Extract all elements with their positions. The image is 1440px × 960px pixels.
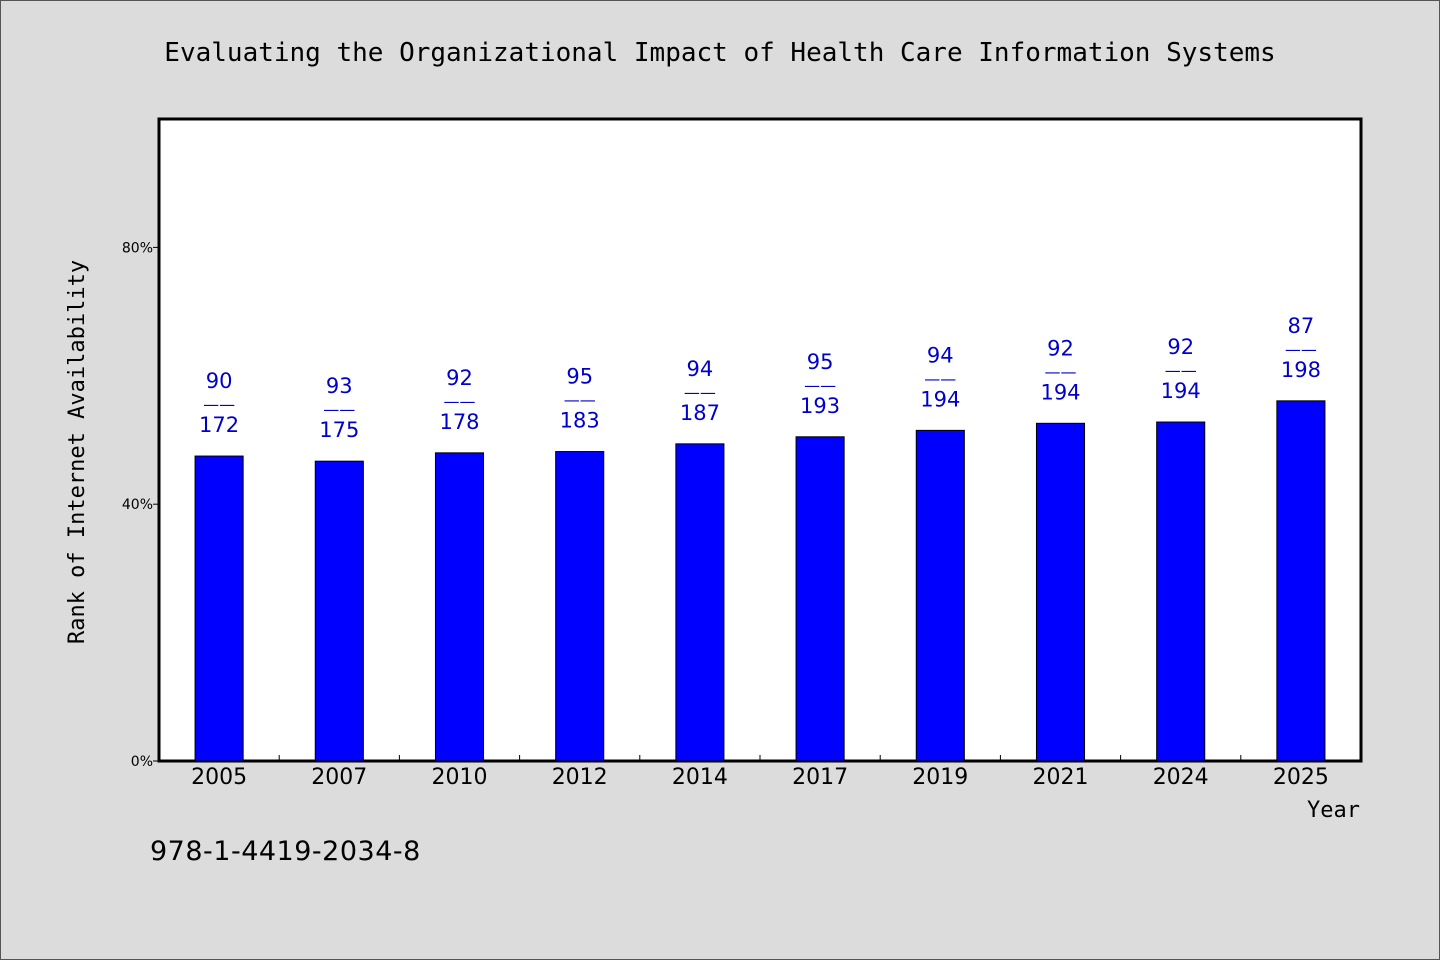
bar-2021	[1035, 422, 1086, 762]
axis-ticks	[153, 246, 1242, 762]
value-label-bottom: 187	[680, 401, 720, 425]
x-tick-label: 2012	[552, 765, 608, 790]
value-label-top: 94	[687, 357, 714, 381]
x-tick-labels: 2005 2007 2010 2012 2014 2017 2019 2021 2024 2025	[191, 765, 1329, 790]
bar-2007	[314, 460, 364, 762]
y-tick-labels: 0% 40% 80%	[122, 240, 153, 770]
value-label-top: 92	[1047, 336, 1074, 360]
value-label-separator: ——	[1285, 340, 1317, 359]
x-tick-label: 2025	[1273, 765, 1329, 790]
y-tick-label: 40%	[122, 497, 153, 513]
x-tick-label: 2014	[672, 765, 728, 790]
value-label-top: 92	[446, 366, 473, 390]
isbn-label: 978-1-4419-2034-8	[150, 836, 421, 867]
x-tick-label: 2019	[912, 765, 968, 790]
value-label-separator: ——	[1045, 362, 1077, 381]
bar-2025	[1276, 400, 1326, 762]
value-label-separator: ——	[924, 369, 956, 388]
x-tick-label: 2017	[792, 765, 848, 790]
value-label-top: 90	[206, 369, 233, 393]
value-label-separator: ——	[1165, 361, 1197, 380]
bar-2012	[555, 451, 605, 762]
value-label-top: 94	[927, 343, 954, 367]
bars	[194, 400, 1326, 762]
value-label-bottom: 194	[920, 387, 960, 411]
x-tick-label: 2024	[1153, 765, 1209, 790]
value-label-separator: ——	[684, 383, 716, 402]
y-axis-label: Rank of Internet Availability	[65, 260, 90, 644]
x-axis-label: Year	[1307, 798, 1360, 823]
value-label-top: 92	[1167, 335, 1194, 359]
value-label-separator: ——	[323, 400, 355, 419]
value-label-top: 95	[566, 365, 593, 389]
value-label-bottom: 172	[199, 413, 239, 437]
chart-title: Evaluating the Organizational Impact of …	[164, 38, 1275, 68]
y-tick-label: 0%	[131, 754, 153, 770]
value-label-bottom: 175	[319, 418, 359, 442]
value-label-bottom: 194	[1040, 380, 1080, 404]
value-label-bottom: 198	[1281, 358, 1321, 382]
bar-2017	[795, 436, 845, 762]
bar-2014	[675, 443, 725, 762]
value-label-bottom: 183	[560, 409, 600, 433]
value-label-top: 93	[326, 374, 353, 398]
bar-2019	[915, 429, 965, 762]
x-tick-label: 2007	[311, 765, 367, 790]
value-label-top: 87	[1288, 314, 1315, 338]
value-label-bottom: 194	[1161, 379, 1201, 403]
value-label-separator: ——	[804, 376, 836, 395]
bar-2005	[194, 455, 244, 762]
bar-2010	[434, 452, 485, 762]
value-label-top: 95	[807, 350, 834, 374]
y-tick-label: 80%	[122, 240, 153, 256]
bar-2024	[1156, 421, 1206, 762]
x-tick-label: 2005	[191, 765, 247, 790]
value-label-separator: ——	[444, 392, 476, 411]
value-label-bottom: 193	[800, 394, 840, 418]
value-label-separator: ——	[564, 391, 596, 410]
value-labels: 90——17293——17592——17895——18394——18795——1…	[199, 314, 1321, 442]
value-label-bottom: 178	[439, 410, 479, 434]
x-tick-label: 2021	[1033, 765, 1089, 790]
x-tick-label: 2010	[432, 765, 488, 790]
value-label-separator: ——	[203, 395, 235, 414]
